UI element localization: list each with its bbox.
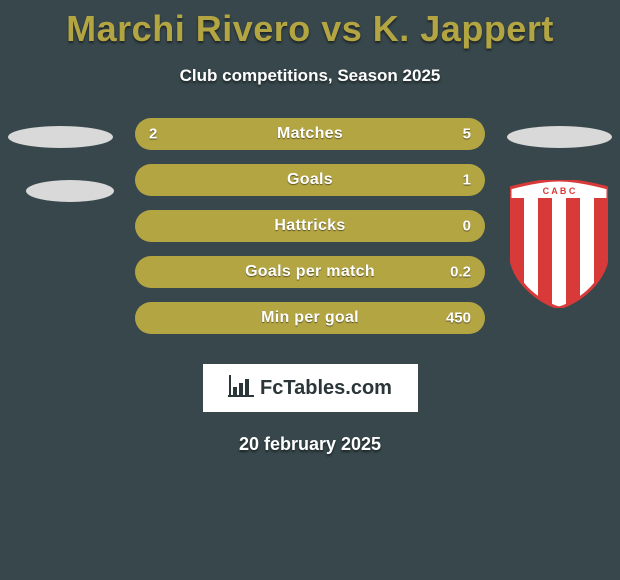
stat-right-value: 1 <box>463 172 471 189</box>
page-subtitle: Club competitions, Season 2025 <box>0 66 620 86</box>
stat-right-value: 450 <box>446 310 471 327</box>
stat-right-value: 5 <box>463 126 471 143</box>
stat-label: Goals <box>287 171 333 189</box>
stat-row-matches: 2 Matches 5 <box>135 118 485 150</box>
stat-row-min-per-goal: Min per goal 450 <box>135 302 485 334</box>
stat-right-value: 0 <box>463 218 471 235</box>
stat-left-value: 2 <box>149 126 157 143</box>
club-crest: C A B C <box>510 180 608 308</box>
stat-row-goals: Goals 1 <box>135 164 485 196</box>
stat-label: Matches <box>277 125 343 143</box>
date-text: 20 february 2025 <box>0 434 620 455</box>
stat-row-hattricks: Hattricks 0 <box>135 210 485 242</box>
player-left-photo-placeholder-1 <box>8 126 113 148</box>
stat-label: Goals per match <box>245 263 375 281</box>
stat-label: Min per goal <box>261 309 359 327</box>
stat-right-value: 0.2 <box>450 264 471 281</box>
stat-label: Hattricks <box>274 217 345 235</box>
page-title: Marchi Rivero vs K. Jappert <box>0 0 620 50</box>
stat-row-goals-per-match: Goals per match 0.2 <box>135 256 485 288</box>
brand-logo[interactable]: FcTables.com <box>203 364 418 412</box>
svg-text:C A B C: C A B C <box>543 186 576 196</box>
player-left-photo-placeholder-2 <box>26 180 114 202</box>
bar-chart-icon <box>228 375 254 402</box>
brand-text: FcTables.com <box>260 377 392 400</box>
player-right-photo-placeholder <box>507 126 612 148</box>
